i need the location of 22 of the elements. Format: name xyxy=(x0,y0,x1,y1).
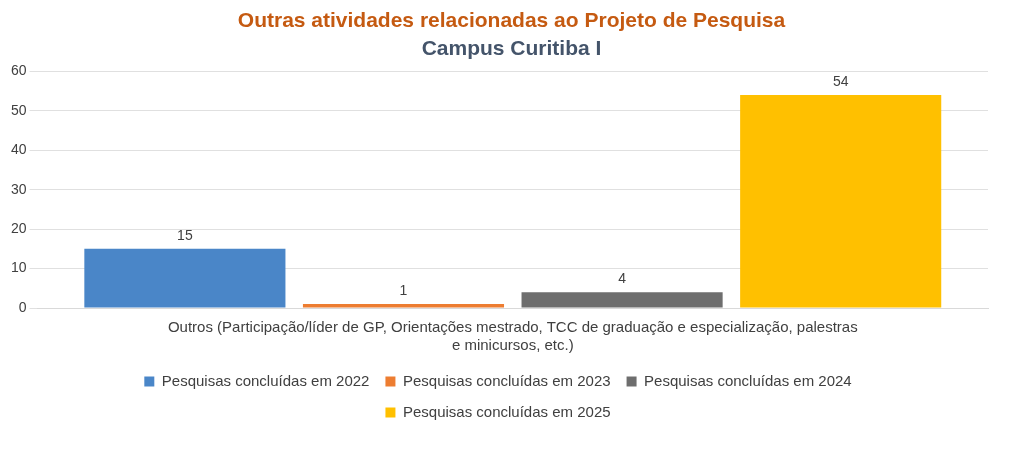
y-tick-label: 40 xyxy=(10,141,27,158)
chart-subtitle: Campus Curitiba I xyxy=(420,36,603,60)
legend-label: Pesquisas concluídas em 2024 xyxy=(644,371,852,389)
chart-title: Outras atividades relacionadas ao Projeto de Pesquisa xyxy=(236,8,787,32)
x-tick-label: Outros (Participação/líder de GP, Orientações mestrado, TCC de graduação e especialização, palestras e minicursos, etc.) xyxy=(167,318,858,354)
legend-label: Pesquisas concluídas em 2025 xyxy=(402,402,611,420)
y-tick-label: 50 xyxy=(10,101,27,118)
y-tick-label: 30 xyxy=(10,180,27,197)
bar xyxy=(302,304,505,308)
bar xyxy=(740,95,942,308)
legend-label: Pesquisas concluídas em 2023 xyxy=(402,371,611,389)
y-tick-label: 10 xyxy=(10,259,27,276)
bar xyxy=(84,248,286,308)
legend-label: Pesquisas concluídas em 2022 xyxy=(161,371,370,389)
y-tick-label: 0 xyxy=(18,298,27,315)
data-label: 15 xyxy=(177,226,193,243)
data-label: 54 xyxy=(832,72,849,89)
data-label: 4 xyxy=(618,270,627,287)
data-label: 1 xyxy=(399,281,408,298)
bar xyxy=(521,292,723,308)
y-tick-label: 60 xyxy=(10,62,27,79)
y-tick-label: 20 xyxy=(10,219,27,236)
